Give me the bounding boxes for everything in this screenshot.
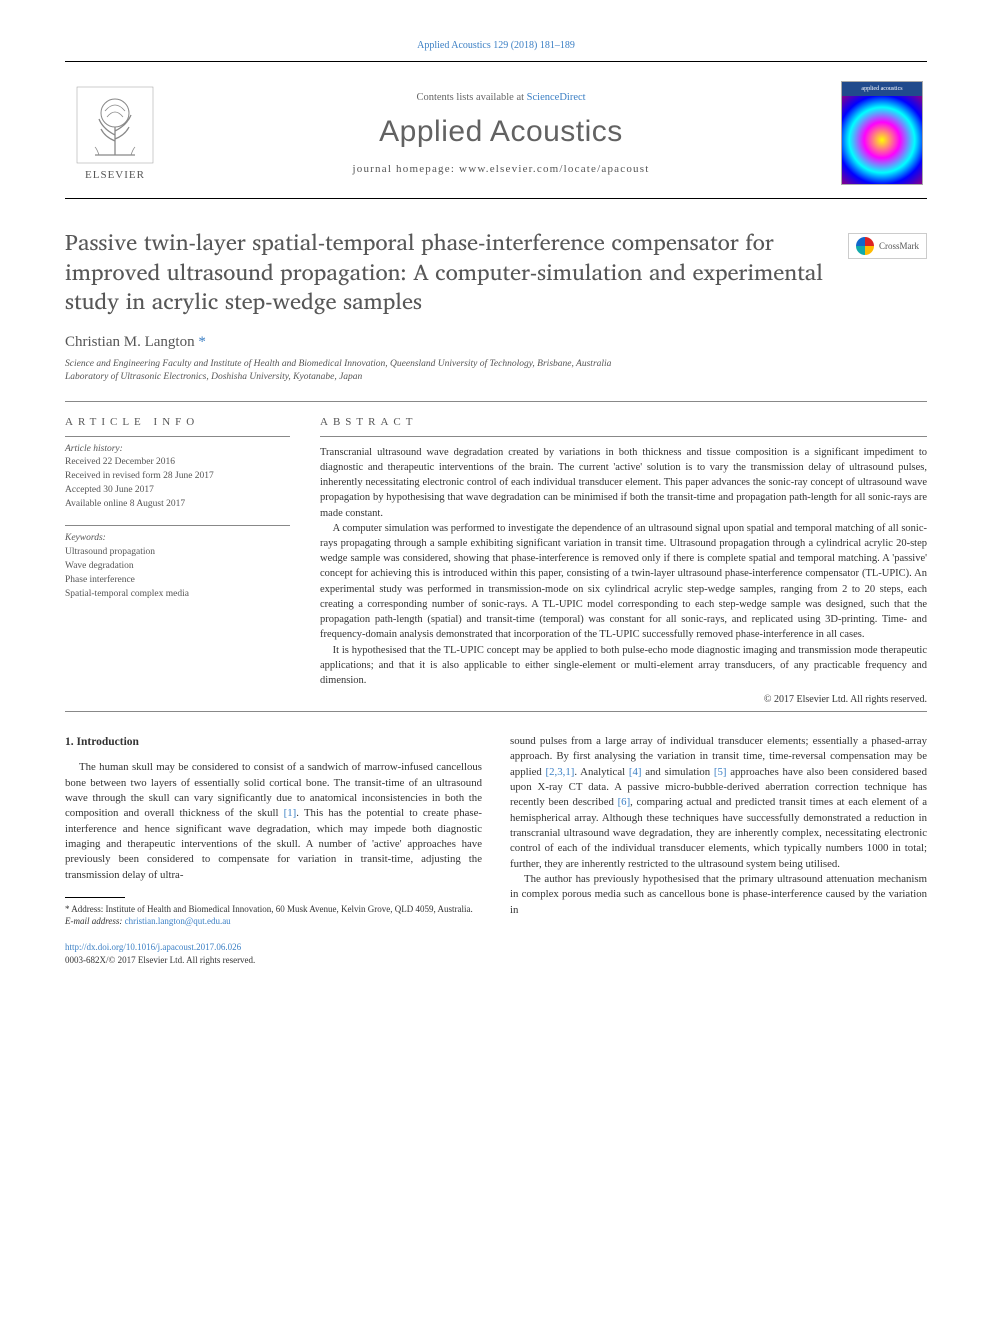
abstract-column: ABSTRACT Transcranial ultrasound wave de… [320,416,927,706]
keywords-block: Keywords: Ultrasound propagation Wave de… [65,525,290,601]
ref-link-4[interactable]: [4] [629,766,642,778]
email-label: E-mail address: [65,916,125,926]
journal-title: Applied Acoustics [175,115,827,149]
rule-below-masthead [65,198,927,199]
history-accepted: Accepted 30 June 2017 [65,484,290,498]
affiliation-2: Laboratory of Ultrasonic Electronics, Do… [65,371,927,384]
intro-span-2c: and simulation [641,766,713,778]
abstract-p1: Transcranial ultrasound wave degradation… [320,445,927,521]
affiliation-1: Science and Engineering Faculty and Inst… [65,358,927,371]
intro-p2-right: The author has previously hypothesised t… [510,872,927,918]
doi-link[interactable]: http://dx.doi.org/10.1016/j.apacoust.201… [65,942,241,952]
history-revised: Received in revised form 28 June 2017 [65,470,290,484]
body-columns: 1. Introduction The human skull may be c… [65,734,927,966]
affiliations: Science and Engineering Faculty and Inst… [65,358,927,385]
history-online: Available online 8 August 2017 [65,498,290,512]
keyword-3: Phase interference [65,574,290,588]
rule-after-abstract [65,711,927,712]
corresponding-email: E-mail address: christian.langton@qut.ed… [65,915,482,927]
crossmark-label: CrossMark [879,241,919,251]
abstract-heading: ABSTRACT [320,416,927,428]
journal-cover: applied acoustics [837,78,927,188]
cover-label: applied acoustics [842,82,922,96]
keywords-label: Keywords: [65,532,290,546]
ref-link-231[interactable]: [2,3,1] [546,766,575,778]
section-heading-intro: 1. Introduction [65,734,482,750]
publisher-name: ELSEVIER [85,169,145,181]
abstract-copyright: © 2017 Elsevier Ltd. All rights reserved… [320,694,927,705]
citation-link[interactable]: Applied Acoustics 129 (2018) 181–189 [417,40,575,51]
rule-top [65,61,927,62]
corresponding-marker[interactable]: * [198,334,206,350]
top-citation-link: Applied Acoustics 129 (2018) 181–189 [65,40,927,51]
body-col-right: sound pulses from a large array of indiv… [510,734,927,966]
history-label: Article history: [65,443,290,457]
intro-span-2b: . Analytical [574,766,629,778]
contents-prefix: Contents lists available at [416,92,526,103]
history-block: Article history: Received 22 December 20… [65,436,290,512]
journal-homepage: journal homepage: www.elsevier.com/locat… [175,163,827,175]
body-col-left: 1. Introduction The human skull may be c… [65,734,482,966]
corresponding-address: * Address: Institute of Health and Biome… [65,903,482,915]
authors-line: Christian M. Langton * [65,334,927,351]
masthead-center: Contents lists available at ScienceDirec… [165,92,837,175]
article-title: Passive twin-layer spatial-temporal phas… [65,227,825,316]
crossmark-badge[interactable]: CrossMark [848,233,927,259]
cover-pattern [842,96,922,184]
ref-link-1[interactable]: [1] [284,807,297,819]
page: Applied Acoustics 129 (2018) 181–189 ELS… [0,0,992,996]
keyword-1: Ultrasound propagation [65,546,290,560]
history-received: Received 22 December 2016 [65,456,290,470]
cover-thumb: applied acoustics [841,81,923,185]
footnote-separator [65,897,125,898]
footnotes: * Address: Institute of Health and Biome… [65,903,482,927]
abstract-p2: A computer simulation was performed to i… [320,521,927,643]
publisher-block: ELSEVIER [65,85,165,181]
article-info-heading: ARTICLE INFO [65,416,290,428]
ref-link-5[interactable]: [5] [714,766,727,778]
issn-line: 0003-682X/© 2017 Elsevier Ltd. All right… [65,954,482,966]
info-abstract-row: ARTICLE INFO Article history: Received 2… [65,416,927,706]
abstract-text: Transcranial ultrasound wave degradation… [320,436,927,689]
bottom-meta: http://dx.doi.org/10.1016/j.apacoust.201… [65,941,482,965]
keyword-4: Spatial-temporal complex media [65,588,290,602]
addr-label: Address: [70,904,106,914]
crossmark-icon [856,237,874,255]
intro-p1-right: sound pulses from a large array of indiv… [510,734,927,872]
ref-link-6[interactable]: [6] [618,796,631,808]
author-name: Christian M. Langton [65,334,195,350]
masthead: ELSEVIER Contents lists available at Sci… [65,66,927,194]
sciencedirect-link[interactable]: ScienceDirect [527,92,586,103]
elsevier-logo [75,85,155,165]
intro-p1-left: The human skull may be considered to con… [65,760,482,883]
rule-before-info [65,401,927,402]
keyword-2: Wave degradation [65,560,290,574]
contents-line: Contents lists available at ScienceDirec… [175,92,827,103]
email-link[interactable]: christian.langton@qut.edu.au [125,916,231,926]
abstract-p3: It is hypothesised that the TL-UPIC conc… [320,643,927,689]
article-header: CrossMark Passive twin-layer spatial-tem… [65,227,927,385]
addr-text: Institute of Health and Biomedical Innov… [106,904,473,914]
article-info-column: ARTICLE INFO Article history: Received 2… [65,416,290,706]
